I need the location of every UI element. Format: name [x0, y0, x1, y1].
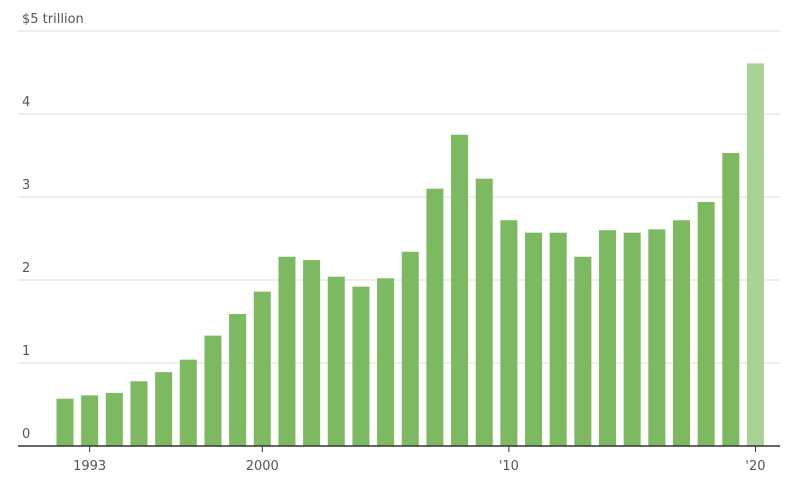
bar	[673, 220, 690, 446]
bar	[746, 63, 764, 447]
bar	[599, 230, 617, 446]
x-tick-label: 2000	[246, 459, 279, 474]
bar	[451, 134, 469, 446]
bar	[56, 398, 74, 446]
bar	[352, 286, 370, 446]
bar	[475, 178, 493, 447]
bar	[327, 276, 345, 446]
bar	[648, 229, 666, 446]
x-tick-label: '20	[745, 459, 765, 474]
y-tick-label: 0	[22, 427, 30, 442]
bar	[81, 395, 99, 446]
bar	[722, 153, 740, 446]
bar	[549, 232, 567, 446]
bar	[377, 278, 395, 446]
y-tick-label: 2	[22, 261, 30, 276]
bar	[623, 232, 641, 446]
y-tick-label: $5 trillion	[22, 12, 84, 27]
bar	[253, 291, 271, 446]
bar	[204, 335, 222, 446]
bar	[155, 372, 173, 446]
bar	[105, 392, 123, 446]
bar	[697, 201, 715, 446]
bar	[574, 256, 592, 446]
bar	[278, 256, 296, 446]
x-tick-label: '10	[499, 459, 519, 474]
bar	[303, 260, 321, 446]
bar	[500, 220, 518, 446]
x-tick-label: 1993	[73, 459, 106, 474]
bar	[179, 359, 197, 446]
bar	[229, 314, 247, 446]
bar	[525, 232, 543, 446]
y-tick-label: 1	[22, 344, 30, 359]
y-tick-label: 4	[22, 95, 30, 110]
bar	[401, 251, 419, 446]
y-tick-label: 3	[22, 178, 30, 193]
bar	[130, 381, 148, 446]
bar	[426, 188, 444, 446]
